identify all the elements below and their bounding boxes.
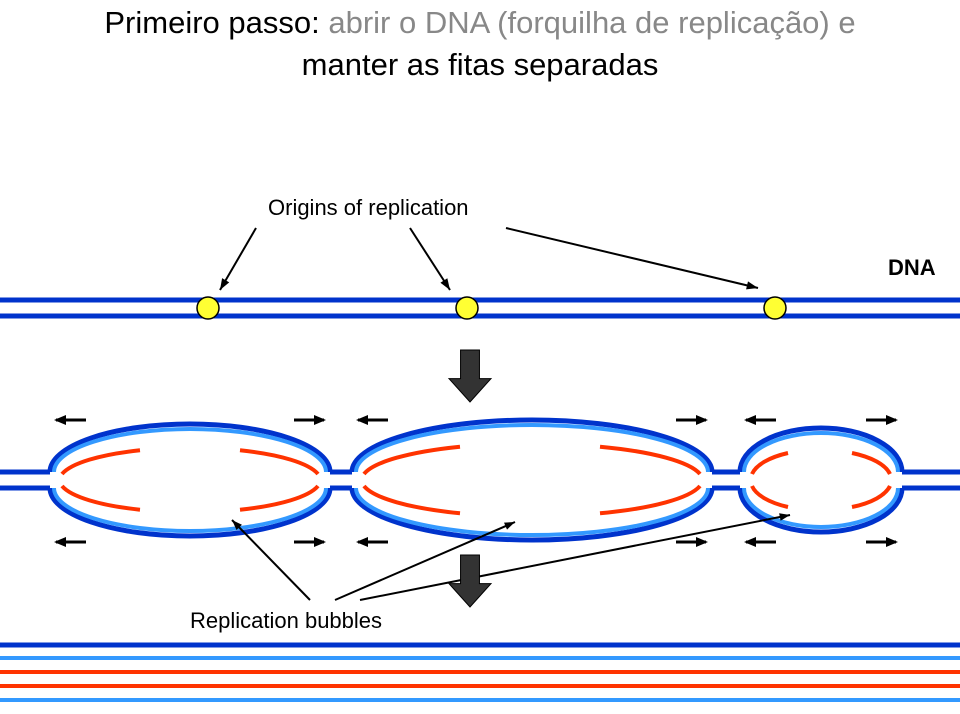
dna-diagram: Origins of replication DNA Replication bub…	[0, 110, 960, 710]
title-rest-1: abrir o DNA (forquilha de replicação) e	[320, 5, 856, 40]
title-emphasis: Primeiro passo:	[104, 5, 319, 40]
page-title: Primeiro passo: abrir o DNA (forquilha d…	[0, 2, 960, 86]
title-rest-2: manter as fitas separadas	[302, 47, 659, 82]
svg-text:Replication bubbles: Replication bubbles	[190, 608, 382, 633]
svg-text:Origins of replication: Origins of replication	[268, 195, 469, 220]
svg-text:DNA: DNA	[888, 255, 936, 280]
